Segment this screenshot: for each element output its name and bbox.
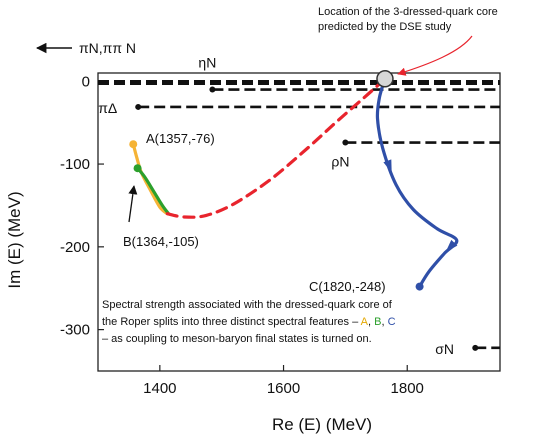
caption-comma-2: , bbox=[381, 316, 387, 328]
point-b-arrow bbox=[128, 185, 138, 223]
point-c-label: C(1820,-248) bbox=[309, 279, 386, 294]
point-a-label: A(1357,-76) bbox=[146, 131, 215, 146]
caption-line-2: the Roper splits into three distinct spe… bbox=[102, 316, 396, 328]
caption-line-3: – as coupling to meson-baryon final stat… bbox=[102, 333, 372, 345]
y-tick-label: -200 bbox=[60, 239, 90, 256]
threshold-start-dot bbox=[472, 344, 479, 351]
x-tick-label: 1600 bbox=[267, 380, 300, 397]
caption-comma-1: , bbox=[368, 316, 374, 328]
trajectory-arrow-1 bbox=[445, 239, 458, 252]
trajectory-arrow-0 bbox=[383, 159, 392, 173]
threshold-start-dot bbox=[342, 139, 349, 146]
pi-n-label: πN,ππ N bbox=[79, 40, 136, 56]
threshold-start-dot bbox=[209, 86, 216, 93]
caption-letter-c: C bbox=[388, 316, 396, 328]
threshold-label: ηN bbox=[198, 55, 216, 71]
caption-line-1: Spectral strength associated with the dr… bbox=[102, 299, 393, 311]
threshold-label: σN bbox=[435, 341, 454, 357]
y-tick-label: 0 bbox=[82, 73, 90, 90]
point-b-marker bbox=[133, 164, 142, 173]
series-line-3 bbox=[375, 77, 459, 289]
caption-letter-b: B bbox=[374, 316, 381, 328]
core-annotation-arrow bbox=[397, 35, 473, 76]
point-a-marker bbox=[129, 140, 138, 149]
core-note-line-2: predicted by the DSE study bbox=[318, 21, 452, 33]
x-tick-label: 1800 bbox=[391, 380, 424, 397]
core-point-marker bbox=[376, 70, 394, 88]
series-line-0 bbox=[131, 142, 169, 216]
y-tick-label: -100 bbox=[60, 156, 90, 173]
core-note-line-1: Location of the 3-dressed-quark core bbox=[318, 6, 498, 18]
series-line-2 bbox=[165, 77, 387, 219]
y-tick-label: -300 bbox=[60, 322, 90, 339]
x-tick-label: 1400 bbox=[143, 380, 176, 397]
series-line-1 bbox=[136, 166, 171, 216]
point-c-marker bbox=[415, 282, 424, 291]
point-b-label: B(1364,-105) bbox=[123, 234, 199, 249]
threshold-start-dot bbox=[135, 103, 142, 110]
chart-marks: 1400 1600 1800 0 -100 -200 -300 ηN πΔ ρN σN bbox=[60, 55, 500, 397]
y-axis-label: Im (E) (MeV) bbox=[5, 191, 24, 288]
x-axis-label: Re (E) (MeV) bbox=[272, 415, 372, 434]
caption-letter-a: A bbox=[361, 316, 369, 328]
threshold-label: ρN bbox=[331, 154, 349, 170]
caption-line-2-text: the Roper splits into three distinct spe… bbox=[102, 316, 361, 328]
plot-frame bbox=[97, 72, 501, 372]
threshold-label: πΔ bbox=[98, 100, 117, 116]
